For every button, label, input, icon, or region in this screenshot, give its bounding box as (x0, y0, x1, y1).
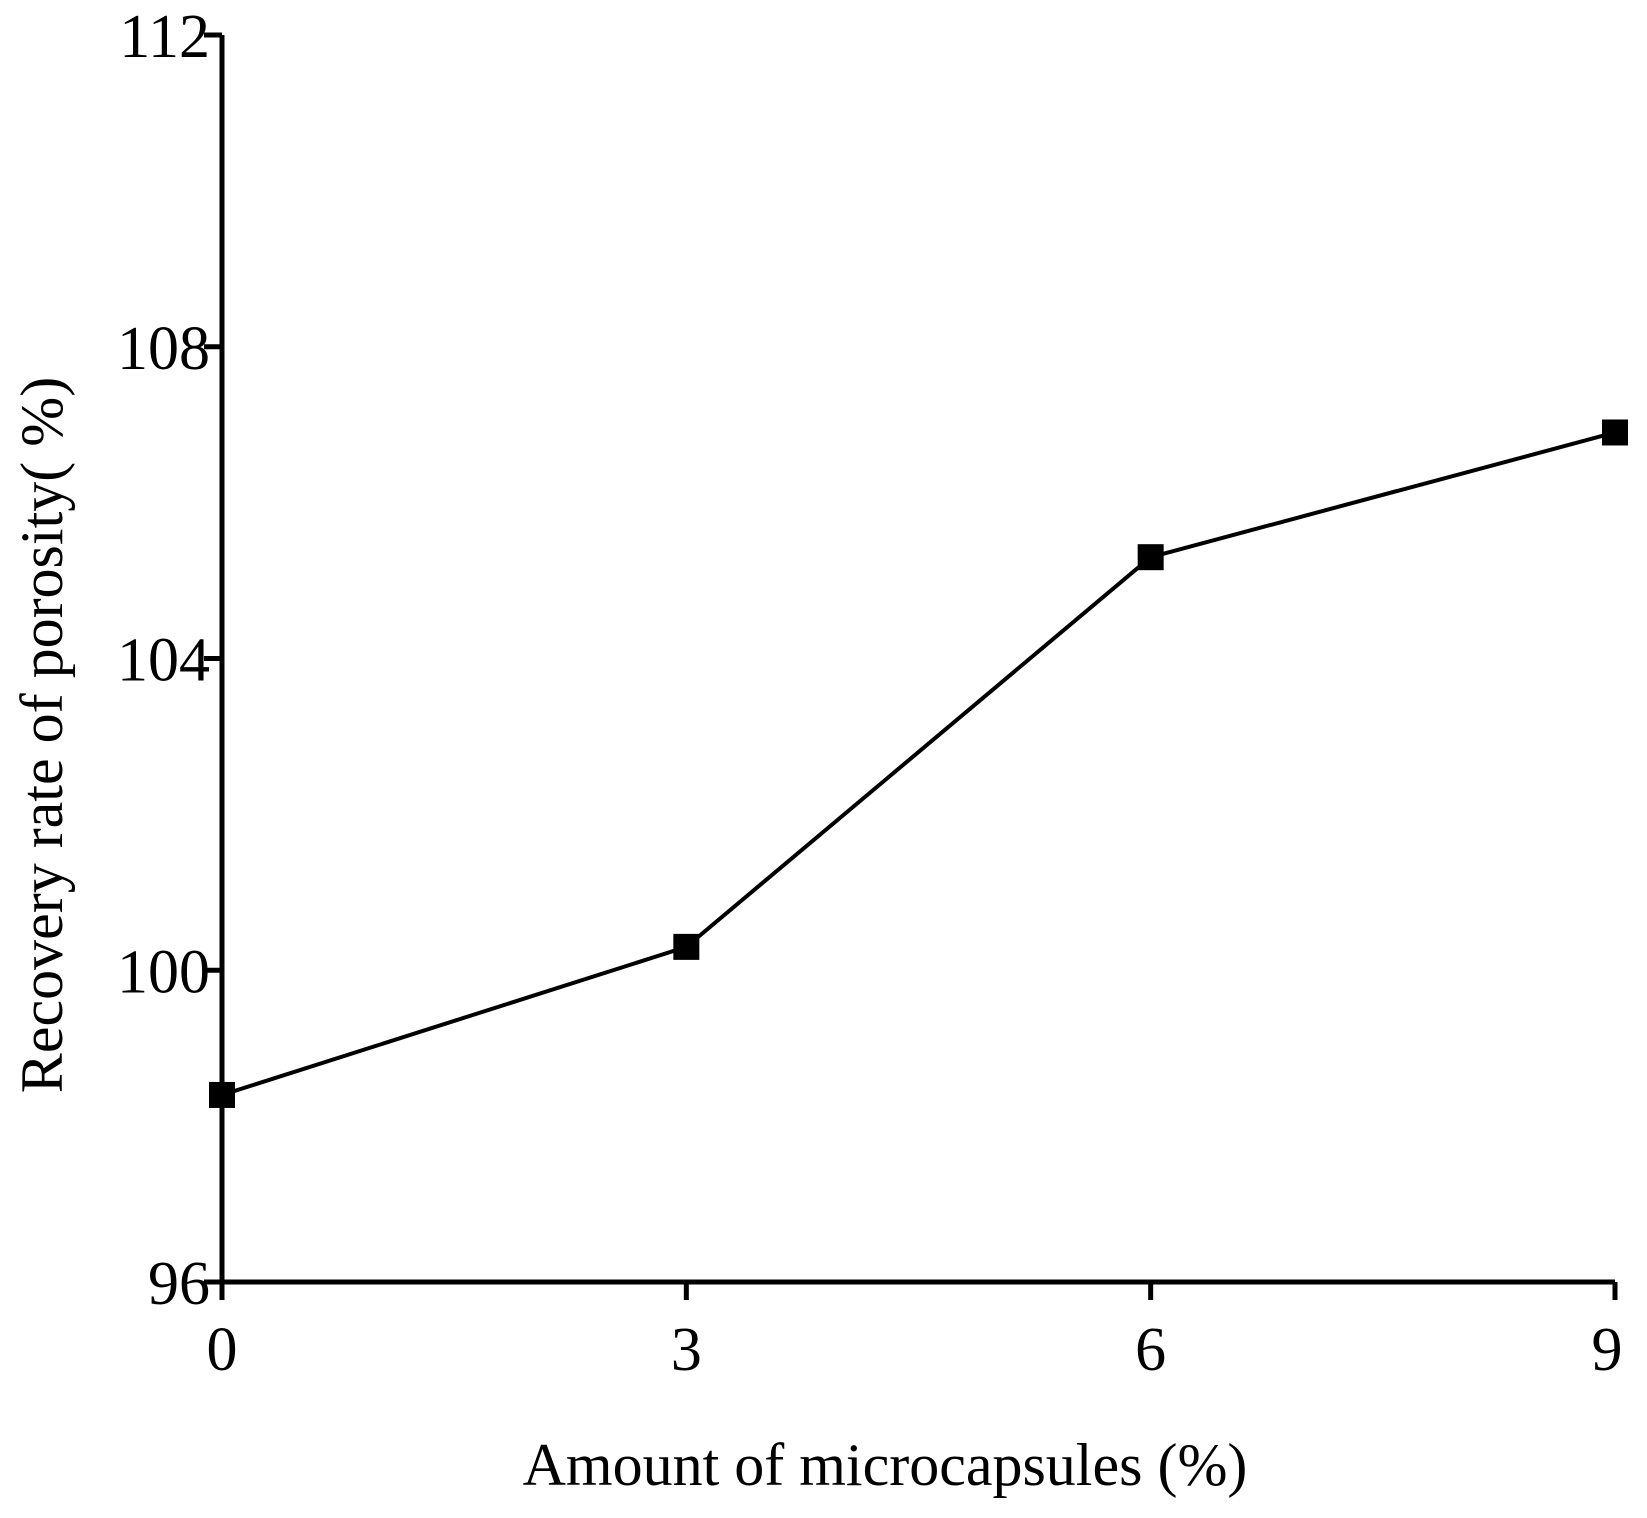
series (209, 419, 1628, 1108)
data-point-3 (673, 933, 700, 960)
y-tick-label-108: 108 (117, 315, 210, 383)
y-tick-label-104: 104 (117, 627, 210, 695)
x-tick-label-9: 9 (1592, 1316, 1623, 1384)
x-tick-label-3: 3 (671, 1316, 702, 1384)
x-axis-title: Amount of microcapsules (%) (523, 1432, 1248, 1498)
x-tick-label-6: 6 (1135, 1316, 1166, 1384)
ticks: 96 100 104 108 112 0 3 6 9 (117, 3, 1623, 1384)
data-point-0 (209, 1081, 235, 1108)
data-point-9 (1602, 419, 1628, 446)
axes (219, 35, 1615, 1285)
y-tick-label-100: 100 (117, 938, 210, 1006)
y-axis-title: Recovery rate of porosity( %) (9, 377, 75, 1093)
series-line-0 (221, 430, 1616, 1097)
data-point-6 (1137, 544, 1164, 571)
x-tick-label-0: 0 (207, 1316, 238, 1384)
y-tick-label-112: 112 (119, 3, 210, 71)
y-tick-label-96: 96 (148, 1250, 210, 1318)
